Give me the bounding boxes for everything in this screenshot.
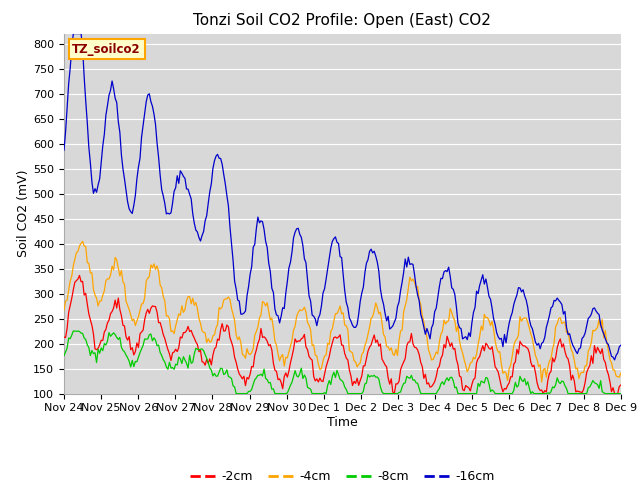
Title: Tonzi Soil CO2 Profile: Open (East) CO2: Tonzi Soil CO2 Profile: Open (East) CO2 [193,13,492,28]
X-axis label: Time: Time [327,416,358,429]
Y-axis label: Soil CO2 (mV): Soil CO2 (mV) [17,170,30,257]
Legend: -2cm, -4cm, -8cm, -16cm: -2cm, -4cm, -8cm, -16cm [186,465,499,480]
Text: TZ_soilco2: TZ_soilco2 [72,43,141,56]
